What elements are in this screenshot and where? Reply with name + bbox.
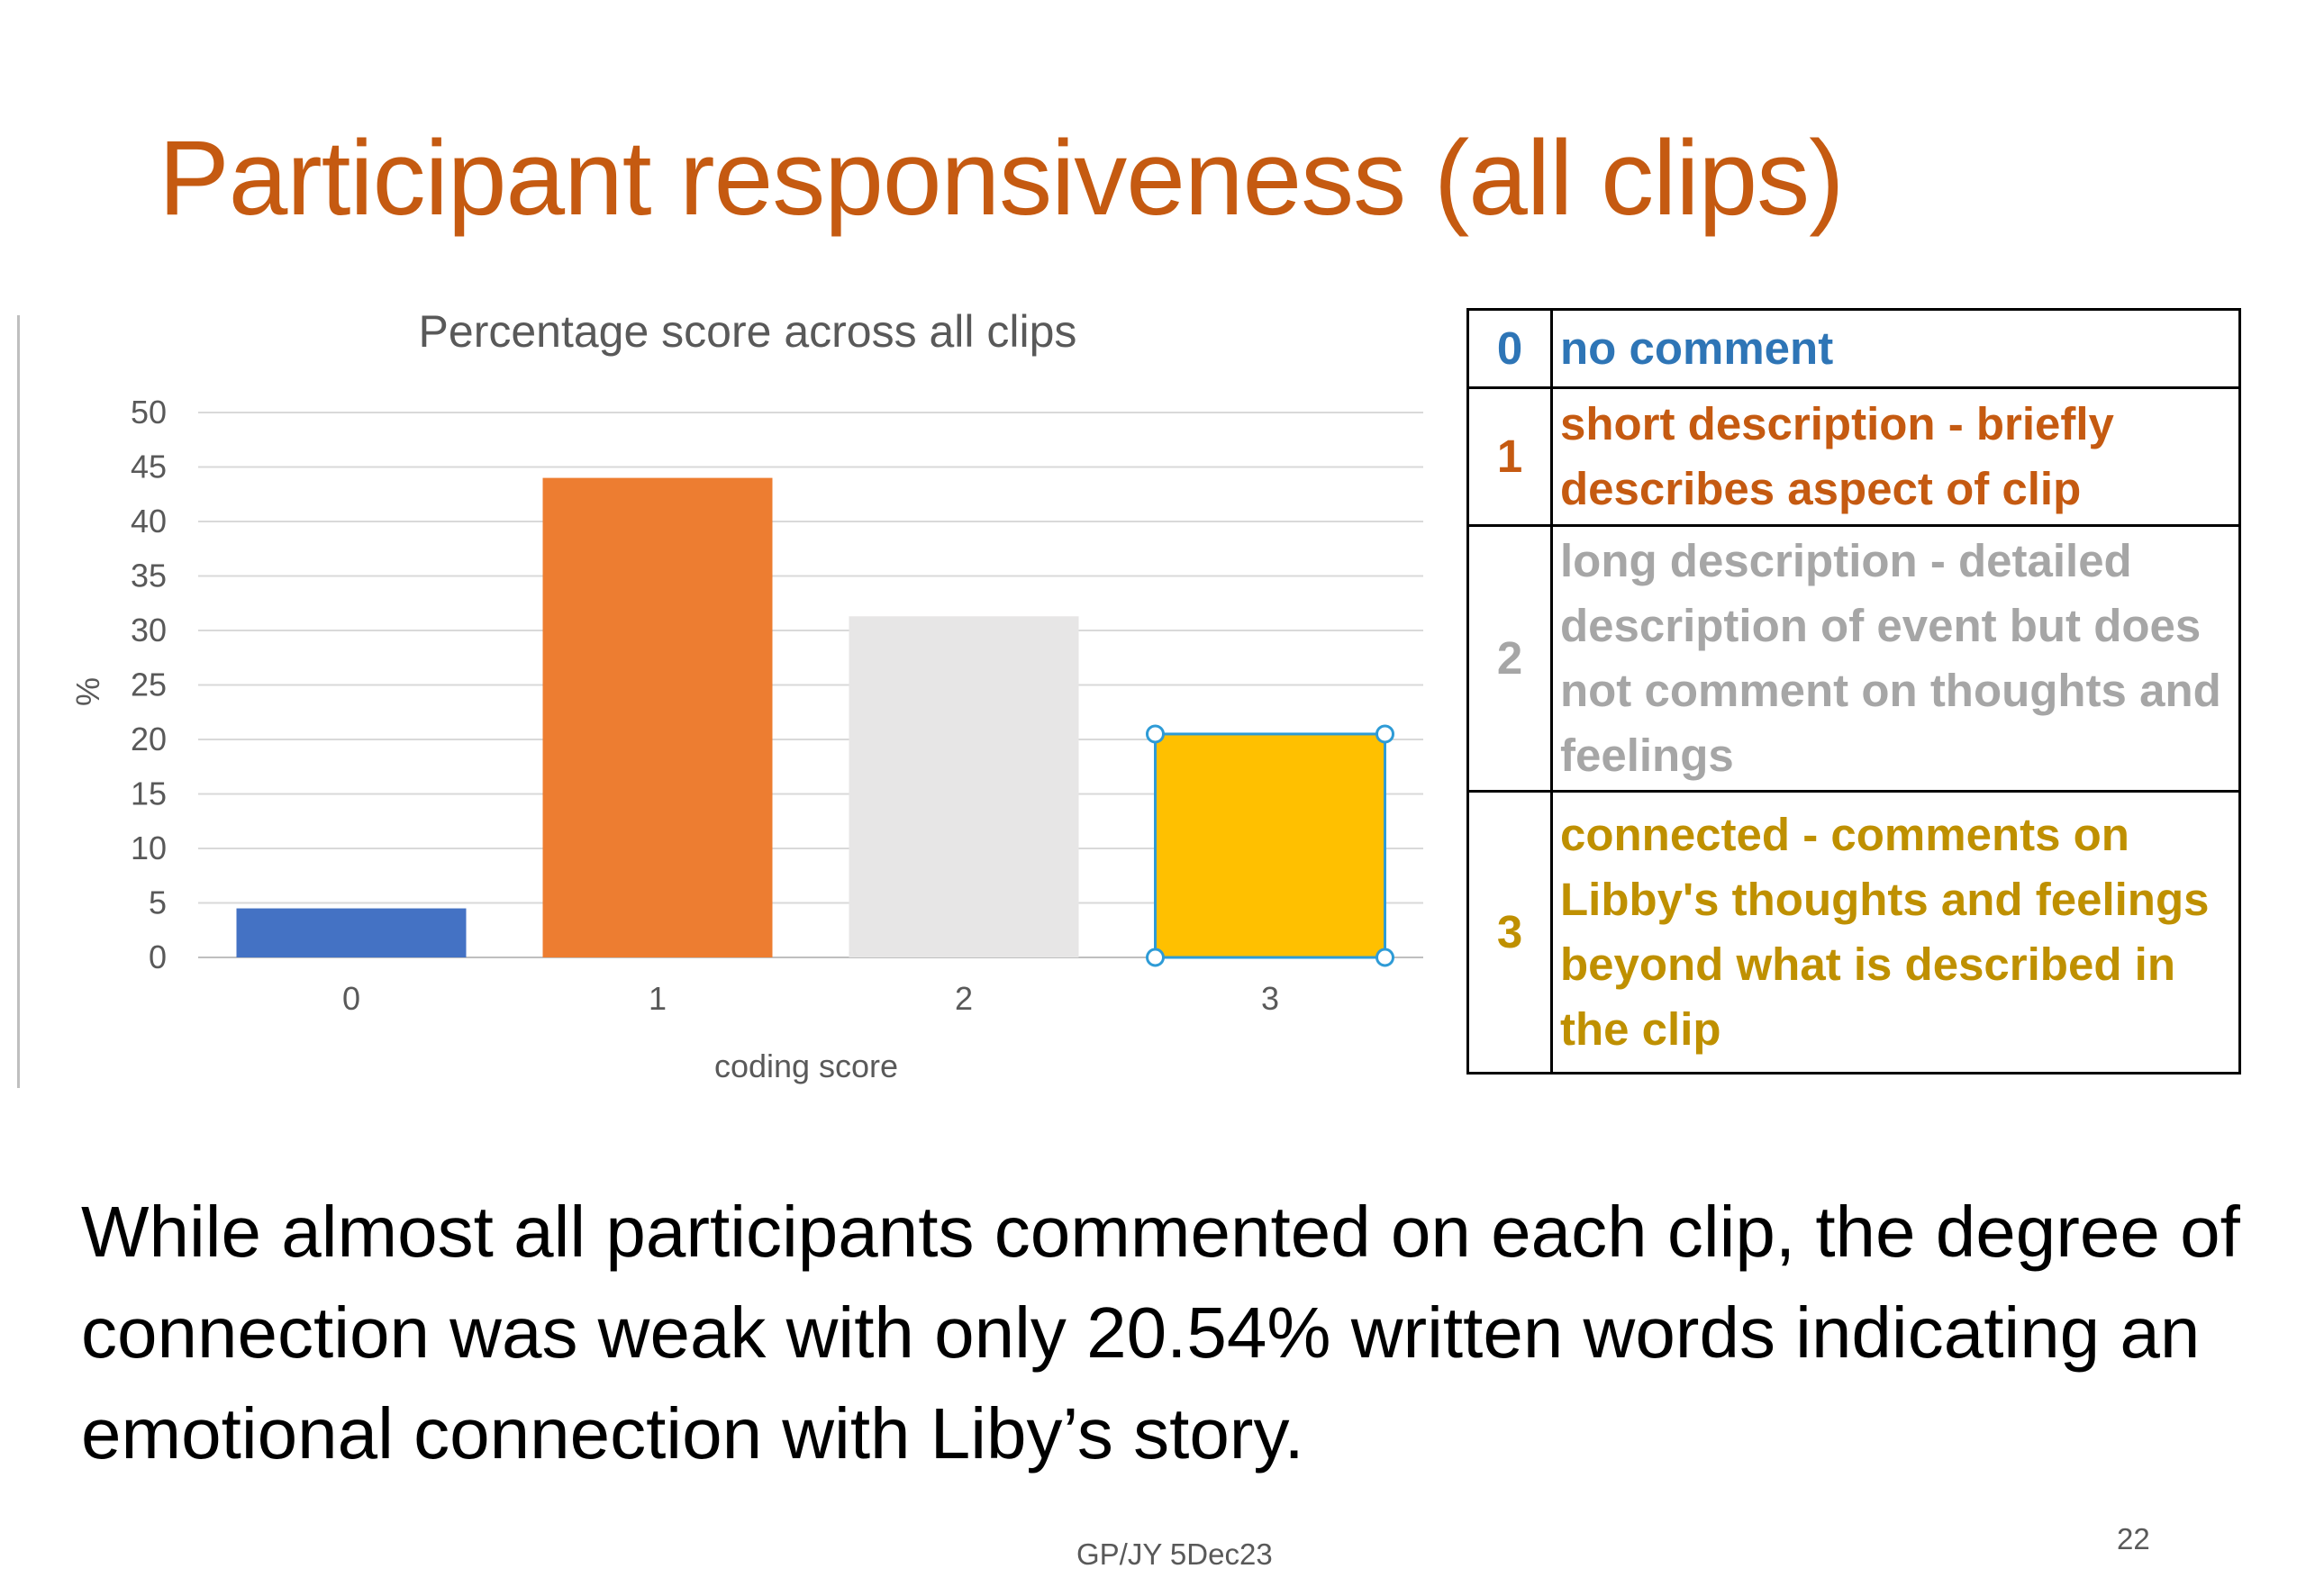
- bars: [236, 477, 1394, 967]
- slide-title: Participant responsiveness (all clips): [159, 119, 1844, 238]
- x-tick-label: 1: [649, 980, 667, 1017]
- y-tick-label: 45: [131, 449, 167, 485]
- bar-2[interactable]: [849, 616, 1079, 957]
- x-tick-label: 3: [1261, 980, 1279, 1017]
- selection-handle[interactable]: [1375, 724, 1394, 744]
- legend-row: 0 no comment: [1466, 308, 2241, 389]
- footer-text: GP/JY 5Dec23: [1076, 1537, 1273, 1571]
- slide-number: 22: [2117, 1522, 2150, 1555]
- y-tick-label: 35: [131, 558, 167, 594]
- selection-handle[interactable]: [1146, 724, 1165, 744]
- legend-description: short description - briefly describes as…: [1550, 386, 2241, 527]
- x-tick-label: 2: [955, 980, 973, 1017]
- y-tick-label: 25: [131, 667, 167, 703]
- bar-0[interactable]: [236, 908, 467, 957]
- y-tick-label: 5: [149, 884, 167, 921]
- gridlines: [198, 412, 1423, 958]
- y-tick-label: 30: [131, 612, 167, 648]
- selection-handle[interactable]: [1375, 948, 1394, 967]
- legend-row: 1 short description - briefly describes …: [1466, 386, 2241, 527]
- legend-code: 0: [1466, 308, 1553, 389]
- y-tick-label: 10: [131, 830, 167, 866]
- legend-code: 1: [1466, 386, 1553, 527]
- selection-outline: [1154, 732, 1386, 959]
- y-tick-label: 40: [131, 503, 167, 540]
- body-text: While almost all participants commented …: [81, 1192, 2240, 1474]
- x-tick-label: 0: [342, 980, 360, 1017]
- x-axis-ticks: 0 1 2 3: [342, 980, 1279, 1017]
- selection-handle[interactable]: [1146, 948, 1165, 967]
- bar-1[interactable]: [542, 477, 773, 957]
- x-axis-title: coding score: [714, 1047, 898, 1084]
- coding-legend-table: 0 no comment 1 short description - brief…: [1466, 308, 2241, 1075]
- legend-row: 2 long description - detailed descriptio…: [1466, 524, 2241, 793]
- legend-code: 2: [1466, 524, 1553, 793]
- y-tick-label: 50: [131, 394, 167, 431]
- chart-title: Percentage score across all clips: [419, 306, 1077, 357]
- chart-frame-border: [17, 315, 20, 1088]
- legend-description: no comment: [1550, 308, 2241, 389]
- legend-code: 3: [1466, 790, 1553, 1075]
- y-axis-title: %: [69, 677, 106, 706]
- y-tick-label: 15: [131, 775, 167, 812]
- y-tick-label: 0: [149, 939, 167, 975]
- bar-chart[interactable]: Percentage score across all clips 051015…: [54, 297, 1441, 1090]
- bar-3[interactable]: [1155, 733, 1385, 957]
- legend-description: long description - detailed description …: [1550, 524, 2241, 793]
- legend-row: 3 connected - comments on Libby's though…: [1466, 790, 2241, 1075]
- legend-description: connected - comments on Libby's thoughts…: [1550, 790, 2241, 1075]
- y-tick-label: 20: [131, 721, 167, 757]
- y-axis-ticks: 0 5 10 15 20 25 30 35 40 45 50: [131, 394, 167, 975]
